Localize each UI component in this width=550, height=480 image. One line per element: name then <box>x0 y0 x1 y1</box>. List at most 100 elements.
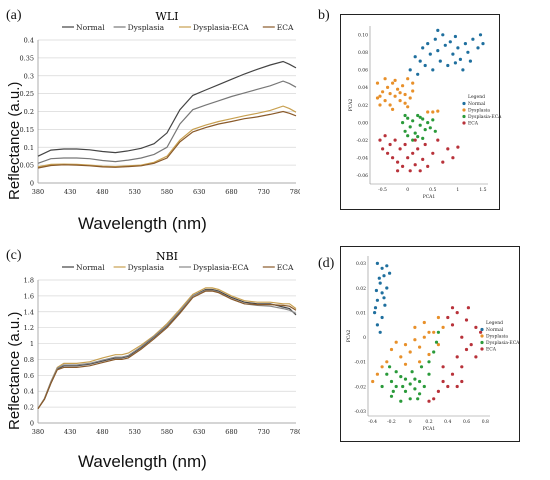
y-tick-label: -0.02 <box>356 138 368 144</box>
y-tick-label: 0.04 <box>358 85 368 91</box>
data-point-dysplasia-eca <box>416 135 420 139</box>
data-point-eca <box>474 355 478 359</box>
data-point-normal <box>375 298 379 302</box>
data-point-dysplasia <box>418 345 422 349</box>
data-point-normal <box>478 33 483 37</box>
data-point-normal <box>383 303 387 307</box>
y-tick-label: 0.35 <box>20 54 34 62</box>
data-point-dysplasia <box>386 85 390 89</box>
data-point-eca <box>464 318 469 322</box>
data-point-dysplasia <box>371 379 375 384</box>
data-point-eca <box>423 142 427 147</box>
data-point-dysplasia <box>406 105 410 109</box>
data-point-dysplasia <box>393 78 397 82</box>
data-point-dysplasia <box>381 90 385 94</box>
data-point-dysplasia <box>426 110 430 114</box>
data-point-eca <box>466 306 470 310</box>
y-tick-label: 0.2 <box>24 108 34 116</box>
y-tick-label: 1.4 <box>24 308 34 316</box>
data-point-dysplasia <box>427 352 431 357</box>
data-point-dysplasia-eca <box>394 384 398 389</box>
y-tick-label: 0.8 <box>24 356 34 364</box>
data-point-normal <box>421 46 425 50</box>
legend-swatch-normal <box>480 327 484 332</box>
data-point-dysplasia <box>431 110 435 114</box>
data-point-dysplasia-eca <box>380 384 384 389</box>
y-tick-label: -0.01 <box>354 360 366 366</box>
data-point-dysplasia-eca <box>403 113 407 118</box>
data-point-dysplasia-eca <box>413 377 417 381</box>
data-point-dysplasia-eca <box>427 360 431 364</box>
data-point-dysplasia <box>436 315 440 320</box>
data-point-normal <box>471 37 475 41</box>
data-point-normal <box>382 274 386 278</box>
y-tick-label: 0.1 <box>24 144 34 152</box>
panel-label-b: b) <box>318 8 330 23</box>
data-point-dysplasia <box>391 81 395 85</box>
data-point-normal <box>433 37 437 41</box>
data-point-normal <box>468 59 472 63</box>
chart-c-title: NBI <box>156 250 178 263</box>
data-point-dysplasia-eca <box>434 340 439 344</box>
data-point-dysplasia-eca <box>410 370 414 374</box>
x-tick-label: 430 <box>64 428 76 436</box>
data-point-eca <box>406 156 410 160</box>
data-point-dysplasia-eca <box>431 118 435 122</box>
series-line-normal <box>37 60 297 157</box>
data-point-dysplasia <box>375 96 380 100</box>
data-point-eca <box>441 379 445 384</box>
data-point-dysplasia-eca <box>385 372 389 376</box>
panel-label-c: (c) <box>6 248 22 263</box>
data-point-normal <box>458 57 462 62</box>
data-point-normal <box>446 63 450 68</box>
legend-label-dysplasia: Dysplasia <box>486 334 508 340</box>
data-point-normal <box>436 28 440 32</box>
panel-b-frame <box>340 14 500 210</box>
data-point-normal <box>418 59 422 63</box>
data-point-normal <box>453 34 457 39</box>
data-point-dysplasia <box>408 96 412 100</box>
data-point-normal <box>380 291 384 295</box>
legend-label-eca: ECA <box>468 121 479 127</box>
data-point-normal <box>443 43 447 47</box>
data-point-eca <box>436 138 440 142</box>
y-tick-label: 0.15 <box>20 126 34 134</box>
y-tick-label: 1.8 <box>24 277 34 285</box>
y-tick-label: -0.06 <box>356 173 368 179</box>
data-point-dysplasia <box>432 330 436 334</box>
x-tick-label: 530 <box>129 428 141 436</box>
x-tick-label: 480 <box>96 188 108 196</box>
data-point-normal <box>378 330 382 334</box>
data-point-normal <box>466 50 470 54</box>
data-point-eca <box>381 147 385 151</box>
x-tick-label: 680 <box>225 428 237 436</box>
data-point-dysplasia-eca <box>403 129 407 133</box>
data-point-dysplasia <box>383 77 387 81</box>
data-point-dysplasia-eca <box>416 397 420 401</box>
y-tick-label: 0.01 <box>356 310 366 316</box>
legend-label-dysplasia: Dysplasia <box>468 108 490 114</box>
x-tick-label: 0.2 <box>425 419 432 425</box>
x-tick-label: -0.4 <box>368 419 377 425</box>
data-point-normal <box>438 59 442 63</box>
chart-b: -0.06 -0.04 -0.02 0.00 0.02 0.04 0.06 0.08 0.10 -… <box>348 26 502 200</box>
data-point-normal <box>413 55 417 59</box>
data-point-normal <box>476 46 480 50</box>
data-point-normal <box>441 33 445 37</box>
legend-label-normal: Normal <box>76 23 105 32</box>
x-tick-label: 0.8 <box>482 419 489 425</box>
data-point-dysplasia-eca <box>418 379 422 384</box>
data-point-dysplasia-eca <box>426 121 430 125</box>
data-point-normal <box>373 311 377 315</box>
y-tick-label: 0.02 <box>358 103 368 109</box>
y-tick-label: 0.4 <box>24 37 34 45</box>
legend-label-normal: Normal <box>468 101 486 107</box>
data-point-dysplasia-eca <box>418 392 422 396</box>
data-point-eca <box>396 160 400 164</box>
data-point-dysplasia-eca <box>411 138 415 142</box>
y-tick-label: 0.6 <box>24 372 34 380</box>
data-point-dysplasia-eca <box>401 384 405 389</box>
data-point-dysplasia-eca <box>403 377 408 381</box>
data-point-eca <box>431 151 435 155</box>
series-line-eca <box>37 290 297 410</box>
